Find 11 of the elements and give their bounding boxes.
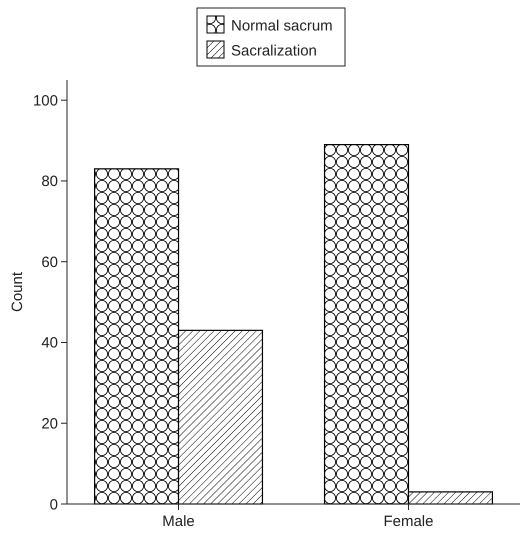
x-tick-label: Male: [162, 513, 195, 530]
y-tick-label: 80: [41, 173, 58, 190]
y-tick-label: 0: [50, 496, 58, 514]
x-tick-label: Female: [383, 513, 434, 530]
y-axis-title: Count: [9, 271, 26, 312]
y-tick-label: 100: [32, 92, 58, 110]
legend-label: Sacralization: [231, 42, 317, 60]
y-tick-label: 40: [41, 334, 58, 352]
legend-label: Normal sacrum: [231, 17, 333, 34]
y-tick-label: 20: [41, 415, 58, 432]
y-tick-label: 60: [41, 254, 58, 271]
